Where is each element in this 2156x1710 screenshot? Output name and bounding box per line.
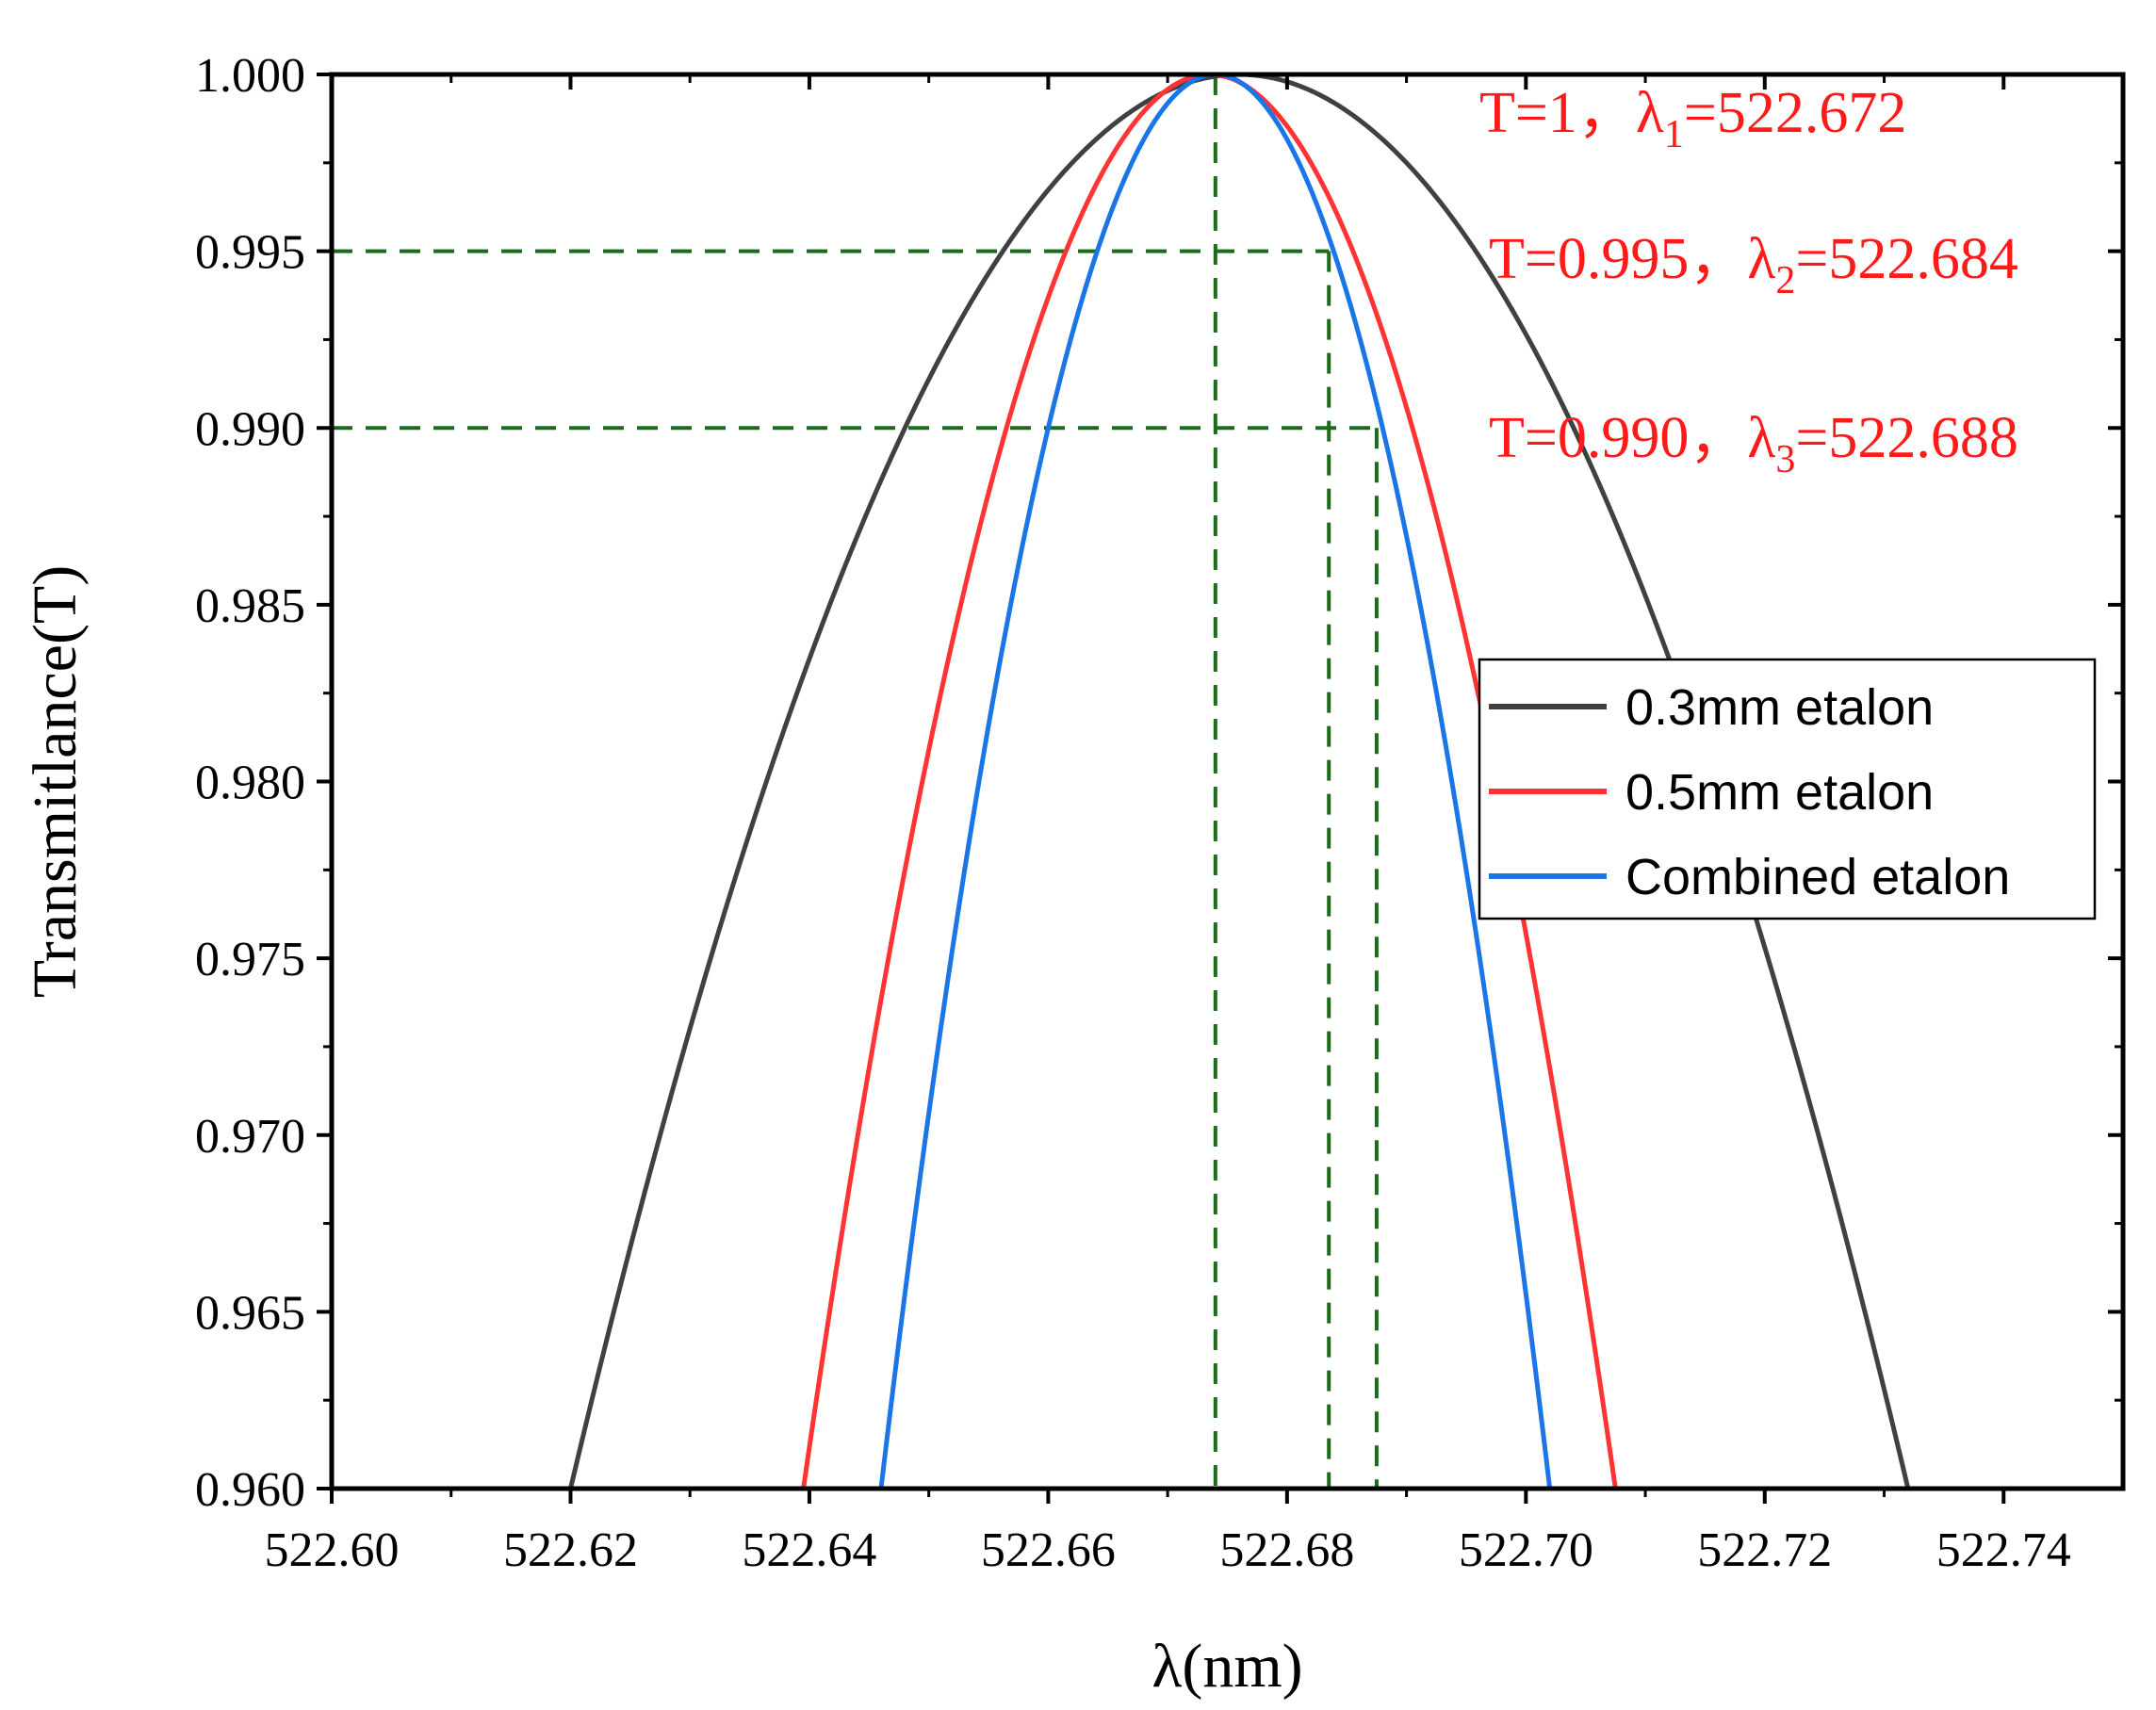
annotations: T=1，λ1=522.672 T=0.995，λ2=522.684 T=0.99… (1479, 81, 2018, 481)
y-tick-label: 0.990 (195, 402, 305, 456)
y-axis-title: Transmitlance(T) (21, 565, 90, 998)
annotation-1: T=1，λ1=522.672 (1479, 81, 1906, 156)
y-tick-label: 0.980 (195, 757, 305, 810)
x-tick-label: 522.74 (1936, 1523, 2071, 1577)
x-axis: 522.60 522.62 522.64 522.66 522.68 522.70 522.… (265, 74, 2071, 1577)
legend: 0.3mm etalon 0.5mm etalon Combined etalo… (1478, 658, 2097, 920)
x-tick-label: 522.66 (981, 1523, 1116, 1577)
x-tick-label: 522.62 (503, 1523, 638, 1577)
y-tick-label: 1.000 (195, 49, 305, 103)
x-axis-title: λ(nm) (1152, 1632, 1302, 1701)
x-tick-label: 522.70 (1459, 1523, 1593, 1577)
y-tick-label: 0.985 (195, 579, 305, 633)
y-tick-label: 0.970 (195, 1110, 305, 1164)
legend-label-combined: Combined etalon (1625, 849, 2010, 905)
y-tick-label: 0.965 (195, 1286, 305, 1340)
x-tick-label: 522.72 (1697, 1523, 1832, 1577)
y-tick-label: 0.995 (195, 226, 305, 280)
legend-label-0.3mm: 0.3mm etalon (1625, 679, 1934, 736)
y-tick-label: 0.960 (195, 1463, 305, 1517)
annotation-3: T=0.990，λ3=522.688 (1489, 406, 2018, 481)
reference-lines (332, 73, 1379, 1489)
x-tick-label: 522.60 (265, 1523, 400, 1577)
y-axis: 0.960 0.965 0.970 0.975 0.980 0.985 0.990 0.995… (195, 49, 2123, 1517)
legend-label-0.5mm: 0.5mm etalon (1625, 764, 1934, 821)
x-tick-label: 522.64 (742, 1523, 876, 1577)
y-tick-label: 0.975 (195, 933, 305, 986)
x-tick-label: 522.68 (1219, 1523, 1354, 1577)
annotation-2: T=0.995，λ2=522.684 (1489, 227, 2018, 302)
